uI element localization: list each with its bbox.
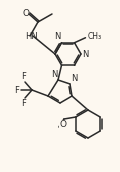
Text: N: N [71,73,77,83]
Text: F: F [14,85,19,94]
Text: O: O [23,8,30,18]
Text: N: N [82,50,88,58]
Text: F: F [22,72,26,81]
Text: CH₃: CH₃ [87,32,102,41]
Text: O: O [59,120,66,129]
Text: N: N [51,69,57,78]
Text: N: N [54,32,60,41]
Text: HN: HN [25,31,37,40]
Text: F: F [22,99,26,108]
